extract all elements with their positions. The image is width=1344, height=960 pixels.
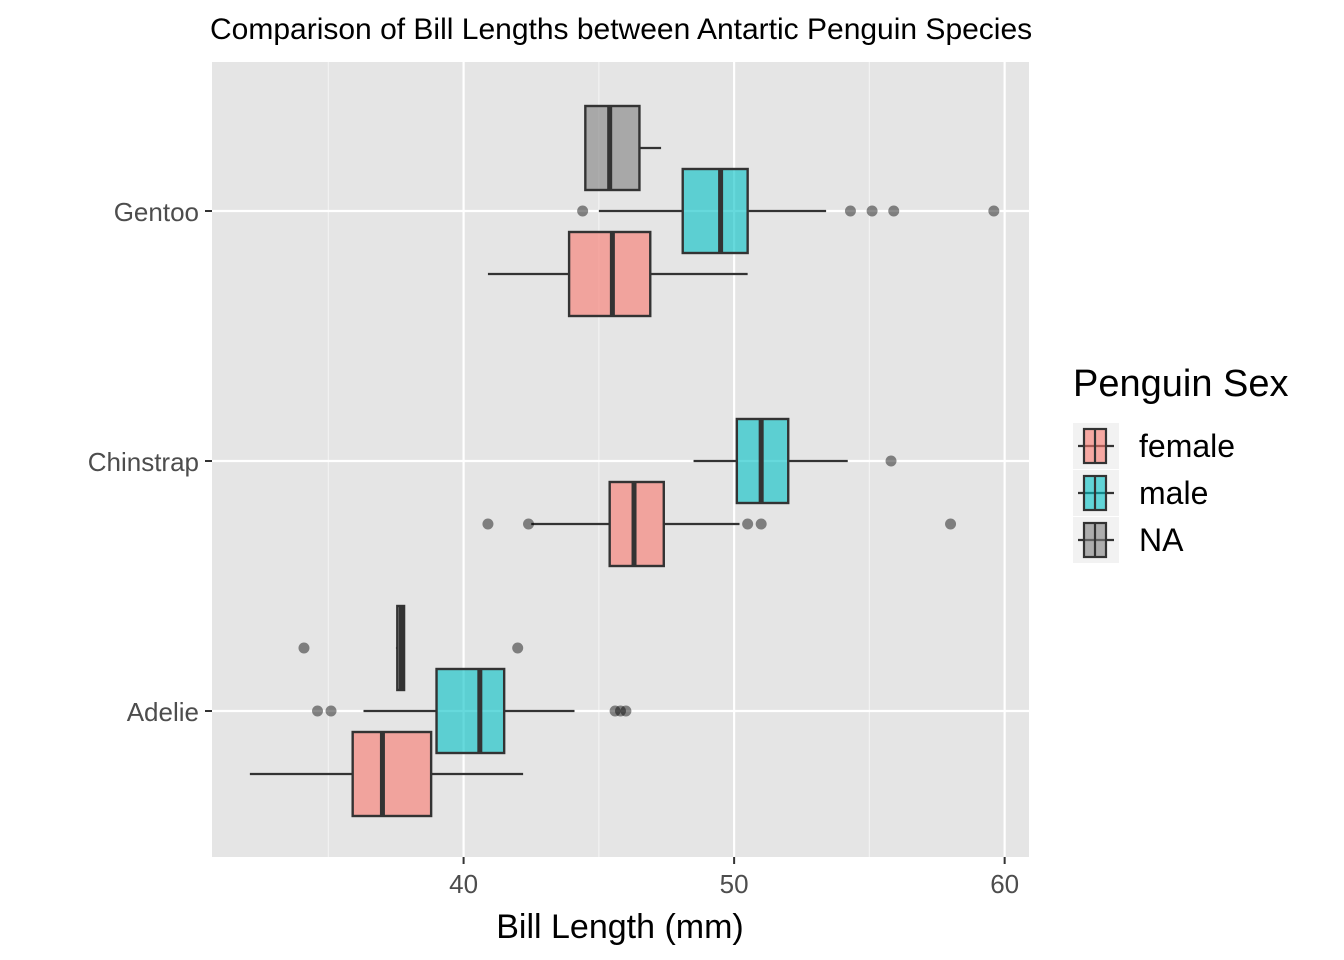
legend-label: male: [1139, 475, 1208, 511]
box-adelie-male: [312, 667, 632, 755]
outlier-point: [885, 455, 897, 467]
x-axis-title: Bill Length (mm): [496, 908, 744, 946]
outlier-point: [482, 518, 494, 530]
outlier-point: [620, 705, 632, 717]
box-series: [249, 104, 1000, 818]
box-iqr: [567, 230, 652, 318]
outlier-point: [577, 205, 589, 217]
outlier-point: [844, 205, 856, 217]
legend-key-male: [1073, 470, 1119, 516]
chart-title: Comparison of Bill Lengths between Antar…: [210, 13, 1032, 46]
legend-title: Penguin Sex: [1073, 363, 1289, 405]
grid-lines: [212, 62, 1029, 857]
outlier-point: [945, 518, 957, 530]
outlier-point: [312, 705, 324, 717]
y-tick-label: Chinstrap: [88, 447, 199, 477]
box-iqr: [681, 167, 749, 255]
outlier-point: [988, 205, 1000, 217]
x-tick-label: 60: [990, 869, 1019, 899]
legend-label: female: [1139, 428, 1235, 464]
outlier-point: [866, 205, 878, 217]
outlier-point: [888, 205, 900, 217]
box-iqr: [435, 667, 506, 755]
box-iqr: [608, 480, 665, 568]
legend-key-na: [1073, 517, 1119, 563]
outlier-point: [755, 518, 767, 530]
box-gentoo-na: [584, 104, 662, 192]
box-iqr: [351, 730, 433, 818]
box-gentoo-female: [487, 230, 748, 318]
outlier-point: [523, 518, 535, 530]
box-iqr: [584, 104, 641, 192]
y-tick-label: Adelie: [127, 697, 199, 727]
plot-panel: [212, 62, 1029, 857]
box-chinstrap-female: [482, 480, 957, 568]
outlier-point: [742, 518, 754, 530]
x-axis-tick-labels: 40 50 60: [449, 857, 1019, 899]
outlier-point: [512, 642, 524, 654]
y-axis-tick-labels: Adelie Chinstrap Gentoo: [88, 197, 212, 727]
box-adelie-female: [249, 730, 524, 818]
outlier-point: [609, 705, 621, 717]
outlier-point: [298, 642, 310, 654]
legend-label: NA: [1139, 522, 1184, 558]
box-adelie-na: [298, 604, 524, 692]
outlier-point: [325, 705, 337, 717]
legend-key-female: [1073, 423, 1119, 469]
y-tick-label: Gentoo: [114, 197, 199, 227]
box-chinstrap-male: [693, 417, 897, 505]
box-gentoo-male: [577, 167, 1000, 255]
legend: Penguin Sex female male NA: [1073, 363, 1289, 563]
x-tick-label: 50: [720, 869, 749, 899]
outlier-point: [615, 705, 626, 717]
x-tick-label: 40: [449, 869, 478, 899]
